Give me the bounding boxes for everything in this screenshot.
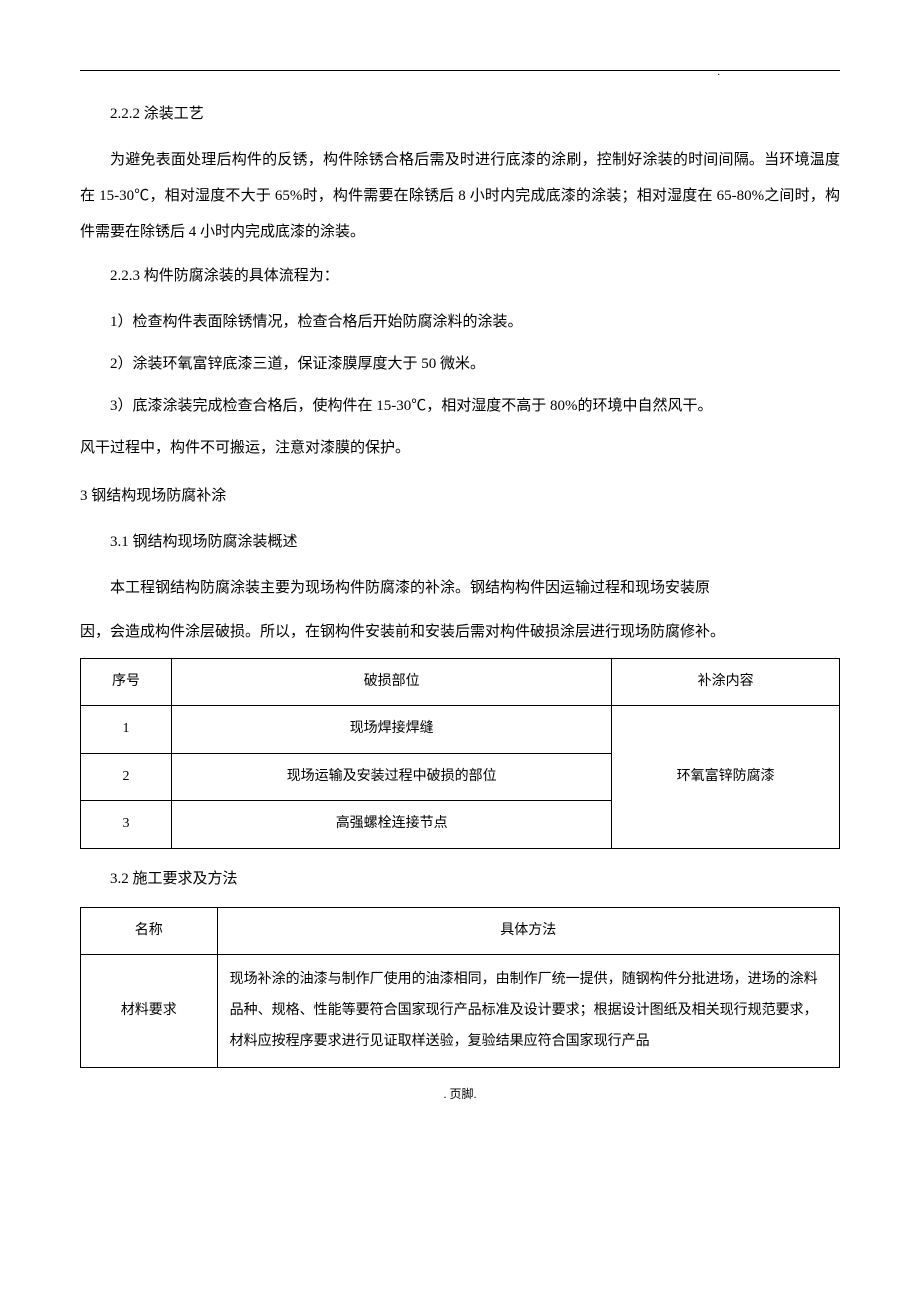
header-dot: . xyxy=(718,61,721,85)
table-header-method: 具体方法 xyxy=(217,907,839,954)
table-cell-part: 现场运输及安装过程中破损的部位 xyxy=(172,753,612,800)
table-row: 名称 具体方法 xyxy=(81,907,840,954)
section-3-1-title: 3.1 钢结构现场防腐涂装概述 xyxy=(80,524,840,560)
table-row: 序号 破损部位 补涂内容 xyxy=(81,659,840,706)
process-step-2: 2）涂装环氧富锌底漆三道，保证漆膜厚度大于 50 微米。 xyxy=(80,346,840,382)
table-header-content: 补涂内容 xyxy=(612,659,840,706)
section-2-2-2-title: 2.2.2 涂装工艺 xyxy=(80,96,840,132)
paragraph-coating-process: 为避免表面处理后构件的反锈，构件除锈合格后需及时进行底漆的涂刷，控制好涂装的时间… xyxy=(80,142,840,250)
table-header-name: 名称 xyxy=(81,907,218,954)
section-3-title: 3 钢结构现场防腐补涂 xyxy=(80,478,840,514)
table-header-num: 序号 xyxy=(81,659,172,706)
table-cell-num: 3 xyxy=(81,801,172,848)
process-step-3a: 3）底漆涂装完成检查合格后，使构件在 15-30℃，相对湿度不高于 80%的环境… xyxy=(80,388,840,424)
table-cell-merged: 环氧富锌防腐漆 xyxy=(612,706,840,848)
paragraph-3-1-a: 本工程钢结构防腐涂装主要为现场构件防腐漆的补涂。钢结构构件因运输过程和现场安装原 xyxy=(80,570,840,606)
process-step-3b: 风干过程中，构件不可搬运，注意对漆膜的保护。 xyxy=(80,430,840,466)
table-cell-num: 1 xyxy=(81,706,172,753)
page-footer: . 页脚. xyxy=(80,1080,840,1109)
table-cell-method: 现场补涂的油漆与制作厂使用的油漆相同，由制作厂统一提供，随钢构件分批进场，进场的… xyxy=(217,954,839,1067)
table-row: 1 现场焊接焊缝 环氧富锌防腐漆 xyxy=(81,706,840,753)
section-3-2-title: 3.2 施工要求及方法 xyxy=(80,861,840,897)
table-row: 材料要求 现场补涂的油漆与制作厂使用的油漆相同，由制作厂统一提供，随钢构件分批进… xyxy=(81,954,840,1067)
table-cell-num: 2 xyxy=(81,753,172,800)
header-rule: . xyxy=(80,70,840,71)
table-cell-name: 材料要求 xyxy=(81,954,218,1067)
paragraph-3-1-b: 因，会造成构件涂层破损。所以，在钢构件安装前和安装后需对构件破损涂层进行现场防腐… xyxy=(80,614,840,650)
table-header-part: 破损部位 xyxy=(172,659,612,706)
table-damage-parts: 序号 破损部位 补涂内容 1 现场焊接焊缝 环氧富锌防腐漆 2 现场运输及安装过… xyxy=(80,658,840,849)
section-2-2-3-title: 2.2.3 构件防腐涂装的具体流程为： xyxy=(80,258,840,294)
table-construction-methods: 名称 具体方法 材料要求 现场补涂的油漆与制作厂使用的油漆相同，由制作厂统一提供… xyxy=(80,907,840,1069)
table-cell-part: 现场焊接焊缝 xyxy=(172,706,612,753)
process-step-1: 1）检查构件表面除锈情况，检查合格后开始防腐涂料的涂装。 xyxy=(80,304,840,340)
table-cell-part: 高强螺栓连接节点 xyxy=(172,801,612,848)
